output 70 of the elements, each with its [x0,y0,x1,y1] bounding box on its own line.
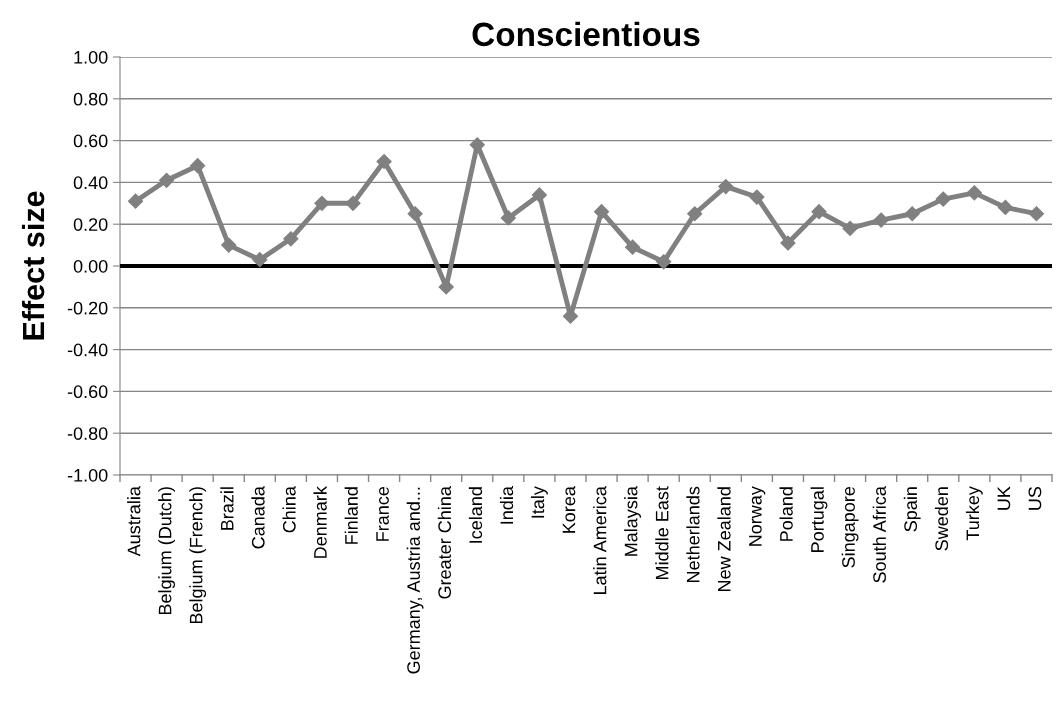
x-tick-label: Turkey [965,486,983,541]
point [935,191,951,207]
x-tick-label: UK [997,486,1011,510]
x-tick-label: Australia [127,486,141,557]
x-tick-label: Singapore [841,486,859,568]
point [252,252,268,268]
point [283,231,299,247]
x-tick-label: Belgium (French) [189,487,207,624]
point [159,172,175,188]
point [407,206,423,222]
y-axis-title: Effect size [21,191,45,340]
y-tick-label: -1.00 [67,468,108,482]
x-tick-label: Greater China [437,486,452,599]
x-tick-label: US [1028,486,1042,510]
x-tick-label: Netherlands [686,486,700,582]
point [904,206,920,222]
y-tick-label: 0.80 [73,92,108,106]
point [531,187,547,203]
x-tick-label: Iceland [468,487,483,543]
x-tick-label: Korea [562,486,576,533]
point [314,195,330,211]
point [656,254,672,270]
x-tick-label: Portugal [810,487,828,552]
point [345,195,361,211]
x-tick-label: Latin America [593,486,607,595]
point [625,239,641,255]
y-tick-label: -0.80 [67,427,108,440]
x-tick-label: Canada [251,486,265,549]
point [780,235,796,251]
point [842,220,858,236]
x-tick-label: Germany, Austria and... [406,487,424,674]
y-tick-label: 0.00 [73,259,108,273]
x-tick-label: France [376,486,389,541]
point [873,212,889,228]
point [593,204,610,220]
x-tick-label: Belgium (Dutch) [158,487,176,615]
point [749,189,765,205]
x-tick-label: Denmark [313,486,327,558]
y-tick-label: 1.00 [74,50,108,64]
y-tick-label: -0.60 [67,385,108,399]
point [966,185,982,201]
x-tick-label: Norway [749,486,766,546]
point [127,193,144,209]
point [997,199,1013,216]
y-tick-label: -0.20 [67,301,108,315]
point [1028,206,1045,222]
point [376,153,392,170]
y-tick-label: 0.40 [73,176,108,190]
point [718,179,734,195]
x-tick-label: South Africa [872,486,886,583]
x-tick-label: Brazil [220,487,234,530]
x-tick-label: Finland [344,487,358,544]
point [500,210,516,226]
y-tick-label: 0.60 [73,134,108,148]
y-tick-label: 0.20 [73,218,108,231]
x-tick-label: India [499,486,514,524]
x-tick-label: Malaysia [624,486,642,556]
point [811,204,827,220]
x-tick-label: China [282,486,296,533]
point [687,206,703,222]
chart-title: Conscientious [472,21,700,47]
x-tick-label: New Zealand [717,487,731,592]
x-tick-label: Poland [779,487,793,541]
x-tick-label: Middle East [655,486,669,579]
y-tick-label: -0.40 [67,343,108,357]
point [190,158,206,174]
x-tick-label: Spain [903,487,921,532]
x-tick-label: Sweden [934,487,949,551]
x-tick-label: Italy [530,486,548,518]
point [221,237,237,253]
